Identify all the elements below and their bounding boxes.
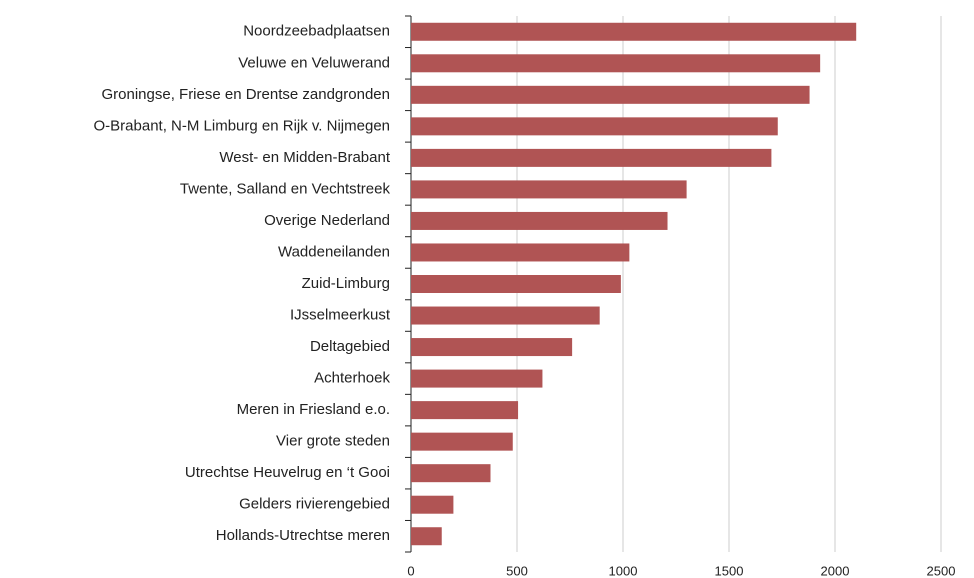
bar <box>411 495 454 514</box>
x-tick-label: 2000 <box>821 563 850 578</box>
x-tick-label: 1500 <box>715 563 744 578</box>
bar <box>411 527 442 546</box>
y-tick-label: Veluwe en Veluwerand <box>238 54 390 71</box>
bar <box>411 54 821 73</box>
bar <box>411 369 543 388</box>
y-tick-label: Zuid-Limburg <box>302 275 390 292</box>
x-tick-label: 500 <box>506 563 528 578</box>
bar <box>411 211 668 230</box>
y-tick-label: Vier grote steden <box>276 433 390 450</box>
y-tick-label: Achterhoek <box>314 370 390 387</box>
bar <box>411 243 630 262</box>
bar <box>411 338 573 357</box>
y-tick-label: Gelders rivierengebied <box>239 496 390 513</box>
bar <box>411 117 778 136</box>
bar <box>411 180 687 199</box>
bar <box>411 22 857 41</box>
y-tick-label: Noordzeebadplaatsen <box>243 23 390 40</box>
y-tick-label: Waddeneilanden <box>278 243 390 260</box>
y-tick-label: Groningse, Friese en Drentse zandgronden <box>101 86 390 103</box>
bar <box>411 148 772 167</box>
bar <box>411 275 621 293</box>
x-tick-label: 2500 <box>927 563 956 578</box>
y-tick-label: Meren in Friesland e.o. <box>237 401 390 418</box>
bar <box>411 85 810 104</box>
y-tick-label: O-Brabant, N-M Limburg en Rijk v. Nijmeg… <box>94 117 390 134</box>
y-tick-label: Utrechtse Heuvelrug en ‘t Gooi <box>185 464 390 481</box>
x-tick-label: 0 <box>407 563 414 578</box>
y-tick-label: Twente, Salland en Vechtstreek <box>180 180 391 197</box>
x-tick-label: 1000 <box>609 563 638 578</box>
y-tick-label: Hollands-Utrechtse meren <box>216 527 390 544</box>
y-tick-label: Overige Nederland <box>264 212 390 229</box>
y-tick-label: West- en Midden-Brabant <box>219 149 390 166</box>
y-tick-label: IJsselmeerkust <box>290 306 391 323</box>
bar <box>411 432 513 451</box>
bar <box>411 306 600 325</box>
bar <box>411 464 491 483</box>
y-tick-label: Deltagebied <box>310 338 390 355</box>
bar <box>411 401 519 420</box>
